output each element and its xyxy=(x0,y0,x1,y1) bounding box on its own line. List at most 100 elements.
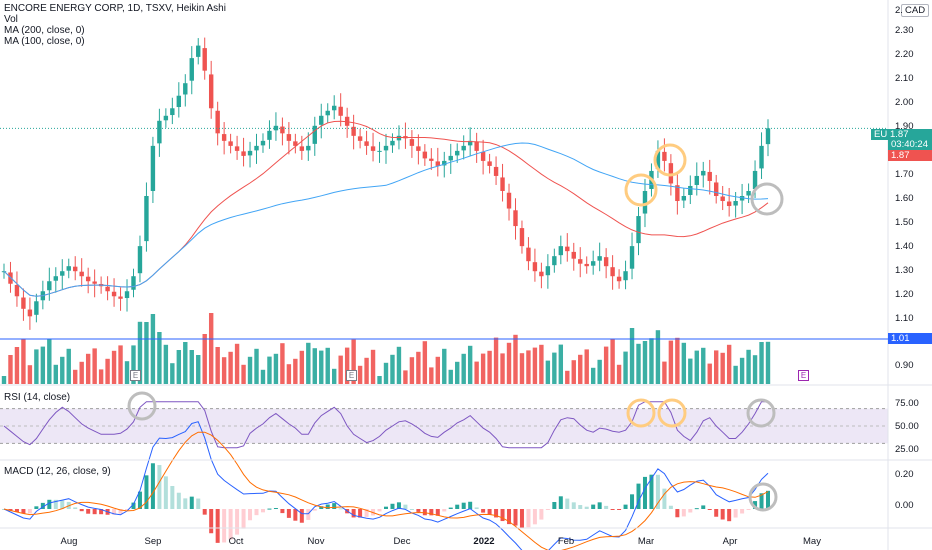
macd-histogram-bar xyxy=(150,463,155,509)
candle-body xyxy=(681,196,687,201)
chart-title-legend[interactable]: ENCORE ENERGY CORP, 1D, TSXV, Heikin Ash… xyxy=(4,3,226,14)
macd-tick: 0.20 xyxy=(895,469,914,480)
volume-bar xyxy=(701,347,706,384)
rsi-tick: 75.00 xyxy=(895,398,919,409)
volume-bar xyxy=(519,353,525,384)
macd-histogram-bar xyxy=(286,509,291,518)
volume-bar xyxy=(92,348,97,384)
macd-histogram-bar xyxy=(260,509,265,513)
macd-histogram-bar xyxy=(338,508,343,510)
volume-bar xyxy=(27,365,33,384)
macd-histogram-bar xyxy=(766,490,770,509)
volume-bar xyxy=(539,344,544,384)
earnings-marker-icon[interactable]: E xyxy=(130,370,141,381)
candles-group xyxy=(1,37,784,330)
macd-histogram-bar xyxy=(319,506,324,509)
macd-histogram-bar xyxy=(455,504,460,509)
earnings-marker-icon[interactable]: E xyxy=(346,370,357,381)
volume-bar xyxy=(85,353,91,384)
candle-body xyxy=(306,145,311,151)
volume-bar xyxy=(759,342,764,384)
macd-histogram-bar xyxy=(571,502,576,509)
price-tick: 2.30 xyxy=(895,25,914,36)
candle-body xyxy=(247,150,253,156)
macd-histogram-bar xyxy=(202,509,207,515)
volume-bar xyxy=(603,346,609,384)
macd-histogram-bar xyxy=(189,496,194,509)
candle-body xyxy=(260,140,266,146)
volume-bar xyxy=(66,348,71,384)
rsi-label[interactable]: RSI (14, close) xyxy=(4,392,71,403)
x-tick: Apr xyxy=(722,536,738,547)
price-tick: 1.30 xyxy=(895,265,914,276)
ma100-legend[interactable]: MA (100, close, 0) xyxy=(4,36,85,47)
candle-body xyxy=(241,151,246,156)
horizontal-line-badge[interactable]: 1.01 xyxy=(888,333,932,344)
candle-body xyxy=(312,125,317,144)
volume-bar xyxy=(183,342,188,384)
earnings-marker-icon[interactable]: E xyxy=(798,370,809,381)
volume-bar xyxy=(40,346,46,384)
candle-body xyxy=(461,145,466,151)
candle-body xyxy=(27,309,33,317)
candle-body xyxy=(137,246,143,274)
volume-bar xyxy=(312,348,317,384)
volume-bar xyxy=(144,322,149,384)
volume-bar xyxy=(500,353,505,384)
volume-bar xyxy=(150,314,156,384)
macd-histogram-bar xyxy=(740,509,745,514)
volume-legend[interactable]: Vol xyxy=(4,14,18,25)
macd-histogram-bar xyxy=(248,509,253,521)
price-tick: 2.20 xyxy=(895,49,914,60)
price-tick: 1.90 xyxy=(895,121,914,132)
highlight-circle xyxy=(750,182,784,216)
candle-body xyxy=(215,110,220,134)
candle-body xyxy=(429,158,434,161)
volume-bar xyxy=(765,341,771,384)
candle-body xyxy=(280,126,285,134)
volume-bar xyxy=(21,339,26,384)
macd-histogram-bar xyxy=(235,509,240,535)
candle-body xyxy=(47,281,52,291)
macd-histogram-bar xyxy=(649,474,654,509)
macd-label[interactable]: MACD (12, 26, close, 9) xyxy=(4,466,111,477)
volume-bar xyxy=(584,349,589,384)
macd-histogram-bar xyxy=(474,507,479,509)
macd-histogram-bar xyxy=(630,494,635,509)
volume-bar xyxy=(681,342,687,384)
macd-histogram-bar xyxy=(170,486,175,509)
volume-bar xyxy=(131,345,136,384)
last-price-badge[interactable]: EU 1.87 xyxy=(871,129,932,140)
volume-bar xyxy=(616,364,622,384)
macd-histogram-bar xyxy=(396,502,401,509)
volume-bar xyxy=(733,365,738,384)
macd-histogram-bar xyxy=(584,506,589,509)
macd-histogram-bar xyxy=(273,508,278,510)
candle-body xyxy=(616,276,622,282)
currency-label[interactable]: CAD xyxy=(901,4,930,17)
volume-bar xyxy=(480,353,486,384)
candle-body xyxy=(53,276,58,281)
volume-bar xyxy=(455,361,460,384)
highlight-circle xyxy=(748,482,778,512)
candle-body xyxy=(662,151,667,161)
ma200-legend[interactable]: MA (200, close, 0) xyxy=(4,25,85,36)
price-tick: 1.60 xyxy=(895,193,914,204)
macd-histogram-bar xyxy=(468,501,473,509)
macd-histogram-bar xyxy=(623,504,628,509)
volume-bar xyxy=(241,364,246,384)
macd-histogram-bar xyxy=(215,509,220,543)
volume-bar xyxy=(726,344,732,384)
candle-body xyxy=(636,216,641,244)
candle-body xyxy=(150,145,156,191)
volume-bar xyxy=(254,348,259,384)
candle-body xyxy=(105,286,110,292)
macd-histogram-bar xyxy=(461,502,466,509)
volume-bar xyxy=(720,352,725,384)
macd-histogram-bar xyxy=(254,509,259,516)
candle-body xyxy=(234,146,240,151)
macd-histogram-bar xyxy=(60,500,65,509)
volume-bar xyxy=(565,370,570,384)
volume-bar xyxy=(662,361,667,384)
